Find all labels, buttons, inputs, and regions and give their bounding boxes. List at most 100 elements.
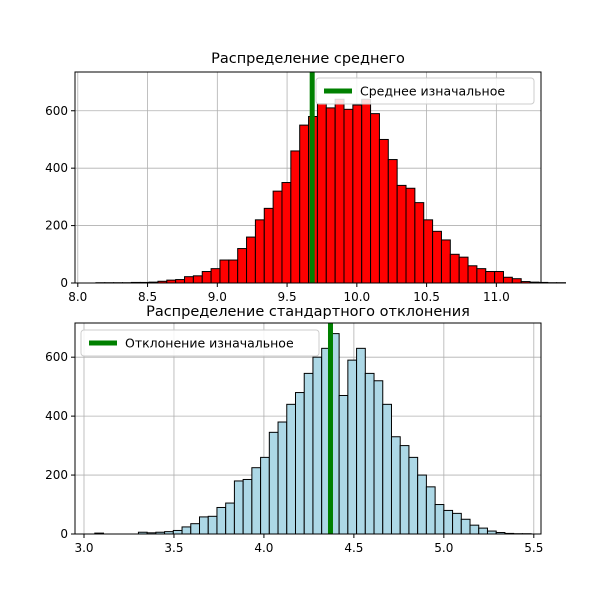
legend-label: Отклонение изначальное [125,336,294,351]
y-tick-label: 200 [45,219,68,233]
histogram-bar [469,524,480,535]
histogram-bar [458,256,469,284]
histogram-bar [485,271,496,284]
x-tick-label: 8.5 [138,290,157,304]
histogram-bar [378,138,389,284]
histogram-bar [210,268,221,284]
histogram-bar [417,474,427,535]
histogram-bar [201,271,212,284]
histogram-bar [382,403,392,535]
histogram-bar [184,276,194,284]
histogram-bar [361,98,372,284]
histogram-bar [181,526,192,535]
histogram-bar [172,529,183,535]
histogram-bar [476,268,487,284]
y-tick-label: 0 [60,276,68,290]
histogram-bar [478,527,488,535]
histogram-bar [352,104,363,284]
y-tick-label: 400 [45,409,68,423]
histogram-bar [432,230,442,284]
histogram-bar [399,445,410,535]
histogram-bar [299,124,310,284]
histogram-bar [268,431,279,535]
histogram-bar [316,103,327,284]
histogram-bar [207,515,218,535]
histogram-bar [347,359,358,535]
histogram-bar [452,512,462,535]
y-tick-label: 0 [60,527,68,541]
x-tick-label: 5.5 [524,541,543,555]
chart-title: Распределение стандартного отклонения [146,304,470,320]
histogram-bar [192,275,203,284]
histogram-bar [175,279,186,284]
legend-box [315,77,535,105]
y-tick-label: 600 [45,104,68,118]
chart-title: Распределение среднего [211,51,405,67]
histogram-bar [460,518,471,535]
x-tick-label: 9.5 [278,290,297,304]
histogram-bar [260,456,270,535]
histogram-bar [190,523,201,535]
histogram-bar [390,436,401,535]
legend-box [80,329,320,357]
histogram-bar [511,278,522,284]
histogram-bar [405,187,416,284]
panel-std-distribution: 3.0 3.5 4.0 4.5 5.0 5.5 0 200 400 600 Распределени… [45,304,543,555]
histogram-bar [494,271,504,284]
panel-mean-distribution: 8.0 8.5 9.0 9.5 10.0 10.5 11.0 0 200 400 600 Распре… [45,51,566,304]
histogram-bar [242,478,253,535]
x-tick-label: 10.0 [343,290,370,304]
x-tick-label: 3.5 [164,541,183,555]
x-tick-label: 10.5 [413,290,440,304]
histogram-bar [356,347,366,535]
x-tick-label: 5.0 [434,541,453,555]
histogram-bar [408,456,419,535]
histogram-bar [263,207,274,284]
histogram-bar [370,113,380,284]
histogram-bar [277,421,288,535]
histogram-bar [440,239,451,284]
histogram-bar [434,504,445,535]
histogram-bar [225,502,235,535]
histogram-bar [338,394,349,535]
histogram-bar [254,219,265,284]
histogram-bar [281,182,292,284]
histogram-bar [228,259,239,284]
histogram-bar [216,506,227,535]
histogram-bar [312,356,323,535]
y-tick-label: 400 [45,161,68,175]
histogram-bar [343,108,354,284]
plot-frame [74,322,542,535]
legend-label: Среднее изначальное [360,84,505,99]
histogram-bar [449,253,460,284]
histogram-bar [237,248,248,284]
histogram-bar [443,509,454,535]
x-tick-label: 4.0 [254,541,273,555]
x-tick-label: 4.5 [344,541,363,555]
histogram-bar [364,372,375,535]
y-tick-label: 600 [45,350,68,364]
x-tick-label: 3.0 [74,541,93,555]
histogram-bar [387,159,398,284]
histogram-bar [246,236,256,284]
y-tick-label: 200 [45,468,68,482]
histogram-bar [272,190,283,284]
histogram-bar [233,480,244,535]
histogram-bar [286,403,296,535]
histogram-bar [334,98,345,284]
x-tick-label: 9.0 [208,290,227,304]
histogram-bar [425,486,436,535]
x-tick-label: 8.0 [68,290,87,304]
histogram-bar [423,219,434,284]
histogram-bar [502,276,513,284]
plot-frame [74,71,542,284]
x-tick-label: 11.0 [483,290,510,304]
histogram-bar [294,392,305,535]
histogram-bar [325,107,336,284]
histogram-bar [303,372,314,535]
histogram-bar [219,259,230,284]
histogram-bar [396,184,407,284]
histogram-bar [290,150,301,284]
histogram-bar [467,265,478,284]
